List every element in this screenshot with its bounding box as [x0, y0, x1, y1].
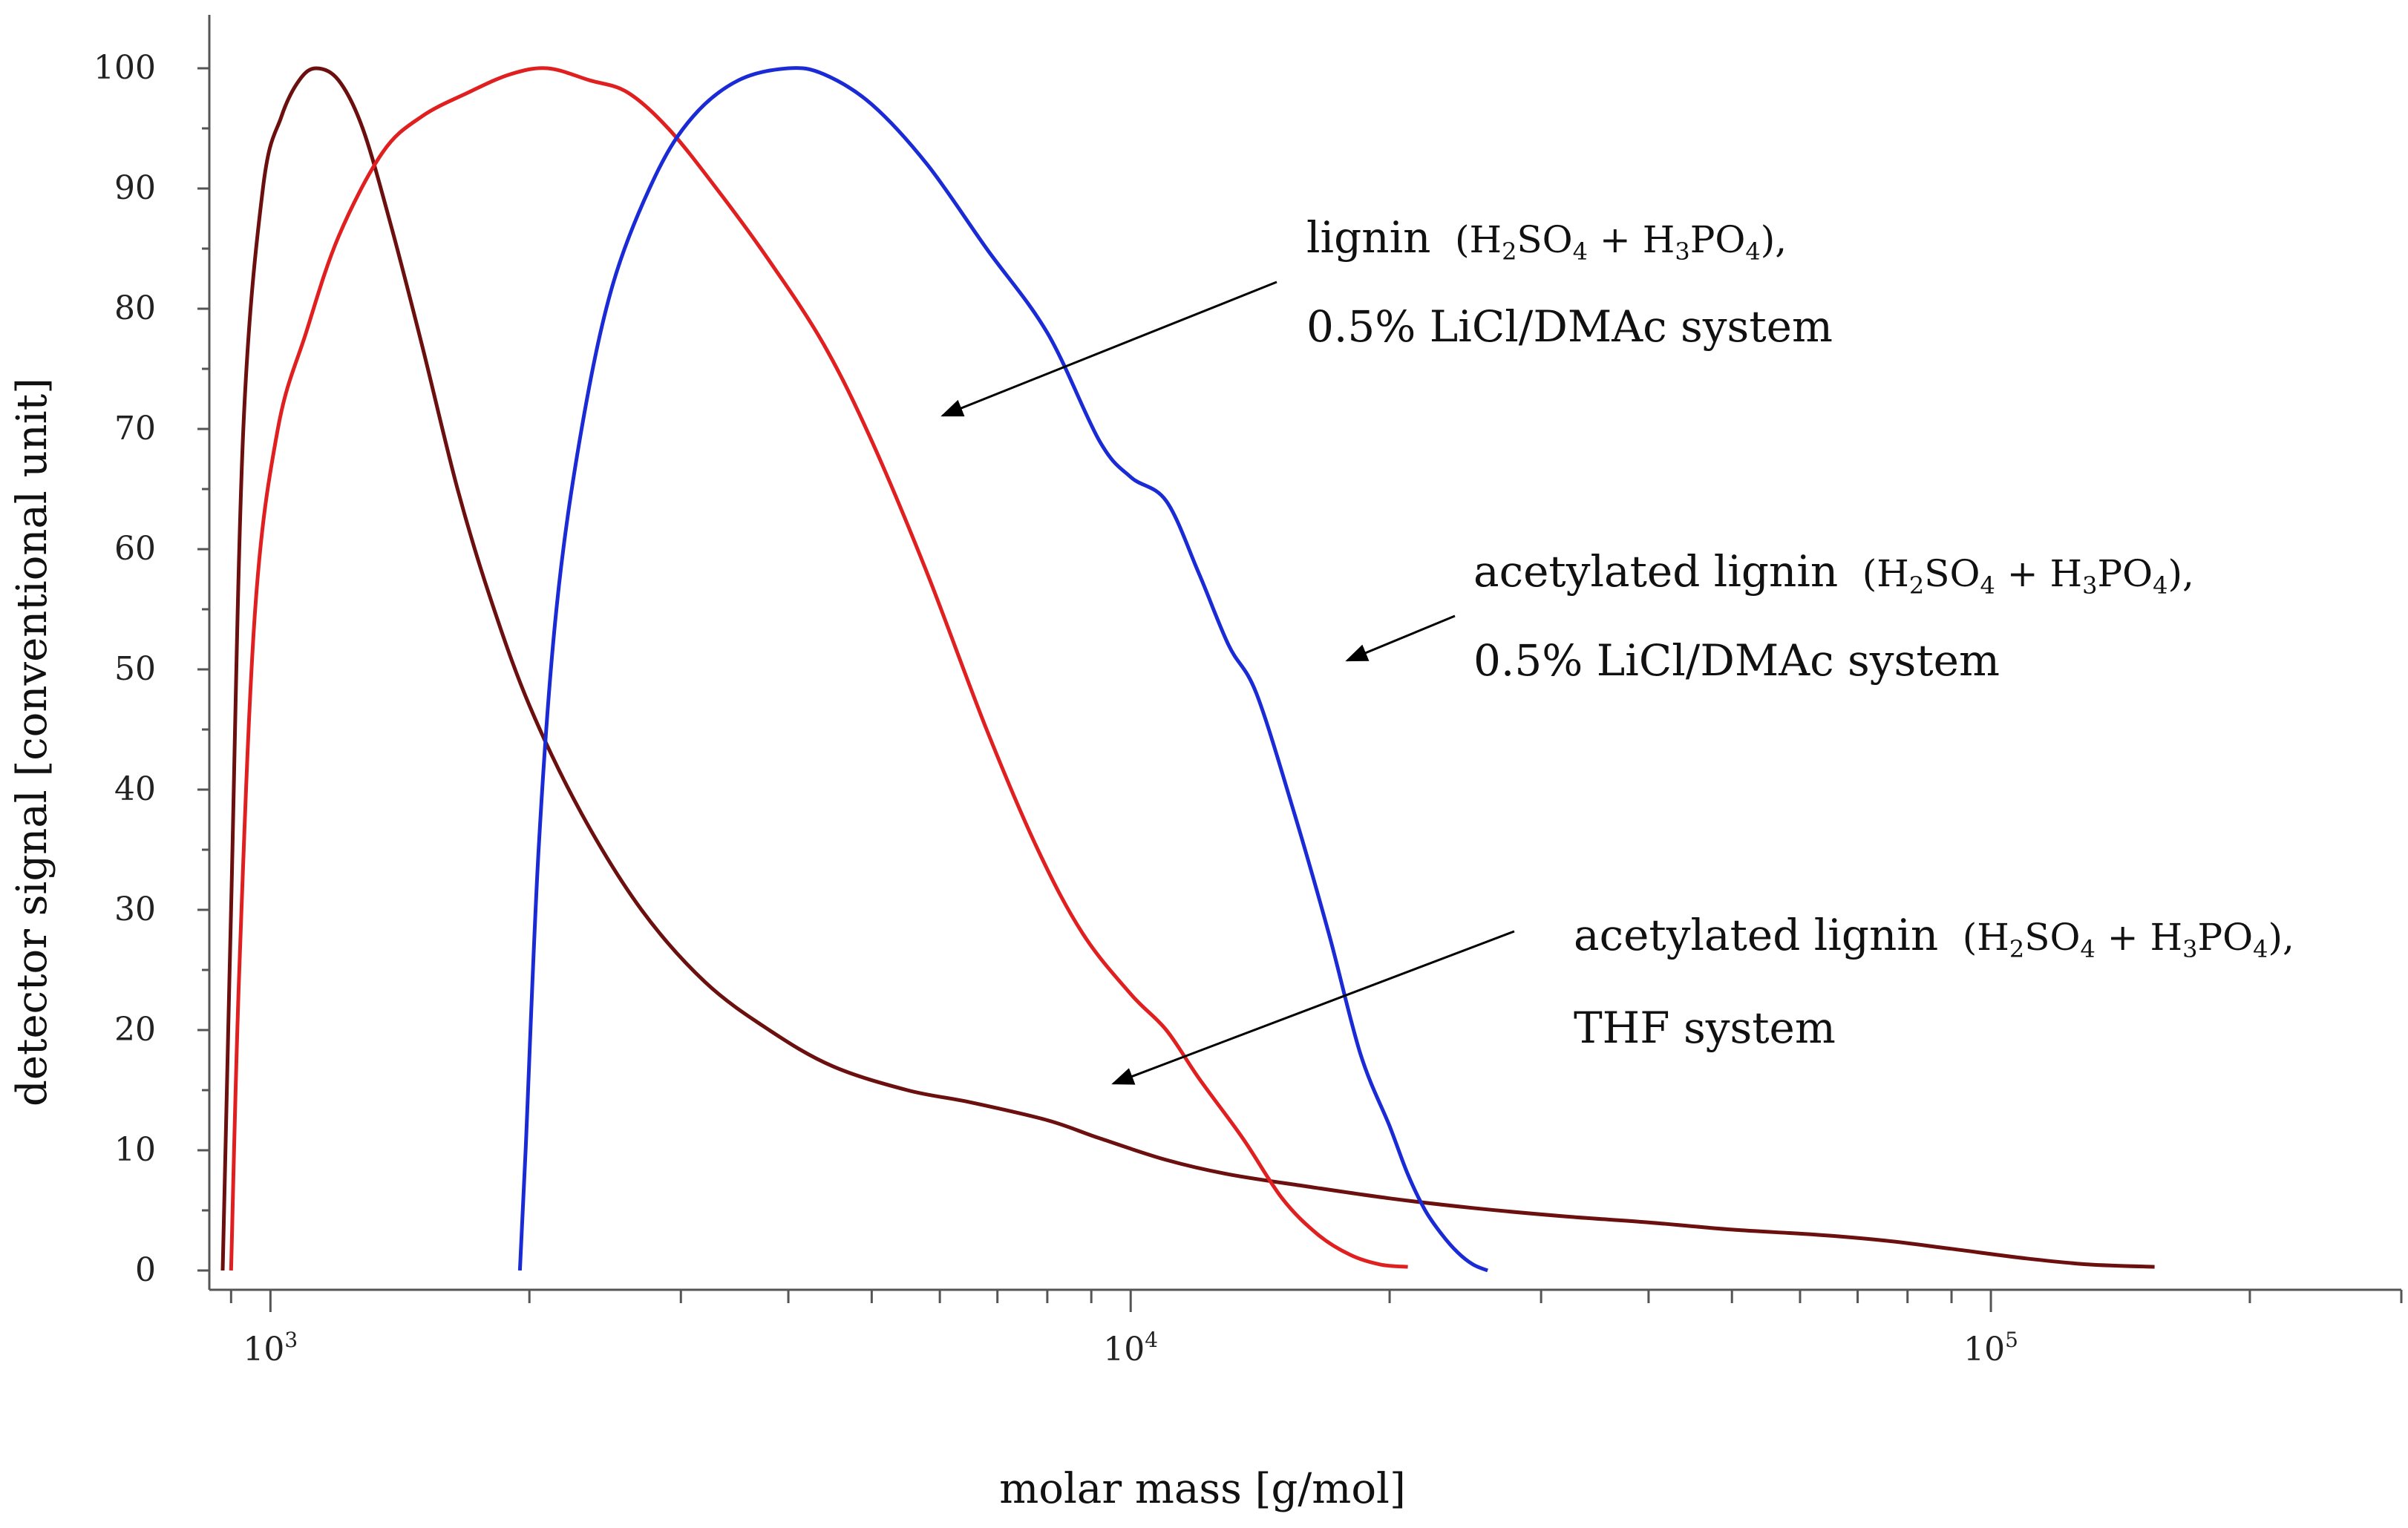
annotation-acetylated-thf-line1: acetylated lignin (H2SO4 + H3PO4), — [1574, 910, 2294, 963]
annotation-lignin-licl-arrow — [940, 281, 1277, 417]
series-line-2 — [517, 66, 1489, 1273]
x-tick-label: 103 — [243, 1328, 298, 1368]
y-tick-label: 50 — [114, 650, 156, 688]
y-tick-label: 80 — [114, 289, 156, 327]
annotation-lignin-licl-line2: 0.5% LiCl/DMAc system — [1306, 301, 1833, 352]
x-tick-label: 105 — [1963, 1328, 2018, 1368]
x-ticks — [229, 1290, 2403, 1312]
y-tick-label: 0 — [135, 1251, 156, 1289]
annotation-acetylated-licl-arrow — [1345, 614, 1456, 662]
y-tick-label: 100 — [94, 49, 156, 87]
annotation-acetylated-licl-line1: acetylated lignin (H2SO4 + H3PO4), — [1473, 546, 2194, 600]
series-layer — [220, 66, 2155, 1273]
x-axis-title: molar mass [g/mol] — [999, 1465, 1406, 1513]
annotation-acetylated-thf: acetylated lignin (H2SO4 + H3PO4), THF s… — [1111, 910, 2294, 1085]
y-tick-label: 30 — [114, 891, 156, 928]
y-ticks: 0 10 20 30 40 50 60 70 80 90 100 — [94, 49, 209, 1289]
annotation-lignin-licl-line1: lignin (H2SO4 + H3PO4), — [1306, 212, 1787, 266]
annotation-lignin-licl: lignin (H2SO4 + H3PO4), 0.5% LiCl/DMAc s… — [940, 212, 1833, 417]
annotation-acetylated-thf-line2: THF system — [1574, 1003, 1836, 1053]
x-tick-label: 104 — [1103, 1328, 1158, 1368]
annotation-acetylated-licl-line2: 0.5% LiCl/DMAc system — [1473, 635, 2000, 686]
series-line-0 — [220, 66, 2155, 1271]
annotation-acetylated-thf-arrow — [1111, 930, 1515, 1085]
y-tick-label: 20 — [114, 1011, 156, 1049]
y-tick-label: 70 — [114, 410, 156, 447]
y-tick-label: 10 — [114, 1131, 156, 1169]
y-tick-label: 60 — [114, 530, 156, 568]
x-tick-labels: 103 104 105 — [243, 1328, 2018, 1368]
series-line-1 — [229, 66, 1408, 1271]
y-tick-label: 90 — [114, 169, 156, 207]
y-tick-label: 40 — [114, 770, 156, 808]
y-axis-title: detector signal [conventional unit] — [8, 378, 56, 1106]
annotation-acetylated-licl: acetylated lignin (H2SO4 + H3PO4), 0.5% … — [1345, 546, 2194, 686]
